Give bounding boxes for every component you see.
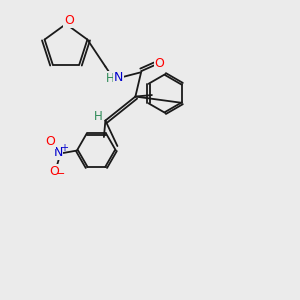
Text: +: + <box>60 143 68 153</box>
Text: H: H <box>94 110 102 122</box>
Text: O: O <box>154 57 164 70</box>
Text: O: O <box>45 135 55 148</box>
Text: O: O <box>64 14 74 28</box>
Text: −: − <box>56 169 65 179</box>
Text: N: N <box>114 71 124 84</box>
Text: N: N <box>53 146 63 159</box>
Text: H: H <box>106 72 114 85</box>
Text: O: O <box>50 165 59 178</box>
